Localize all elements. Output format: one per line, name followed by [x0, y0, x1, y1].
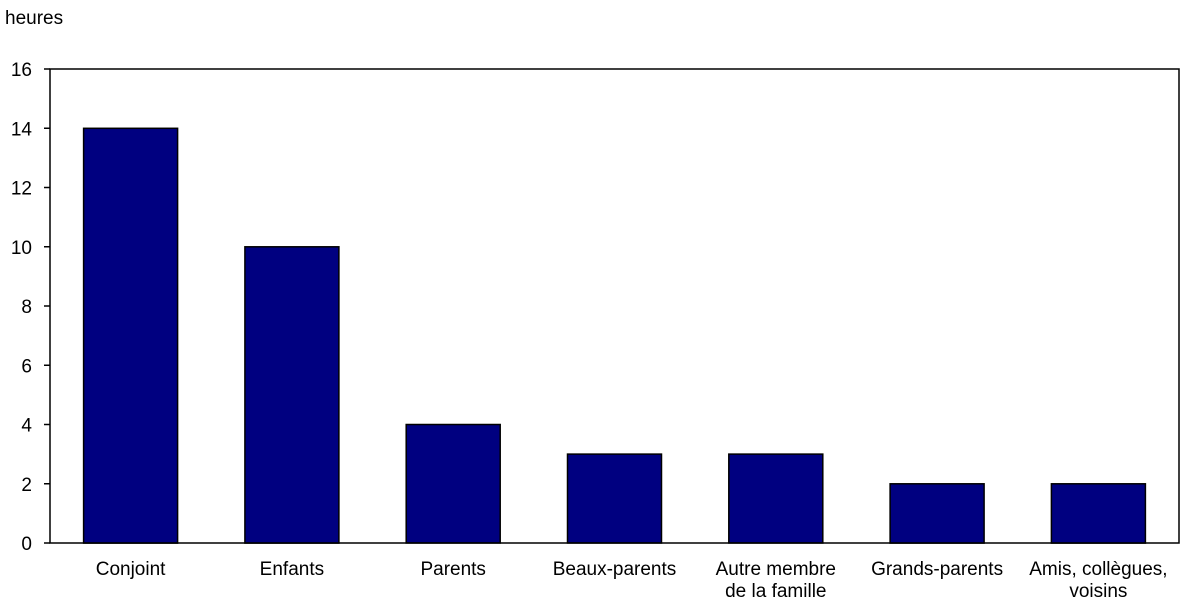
bar-6	[1050, 483, 1147, 544]
x-labels-group: Conjoint Enfants Parents Beaux-parents Autre…	[96, 559, 1168, 602]
x-tick-label-3: Beaux-parents	[553, 559, 677, 580]
x-tick-label-line: Parents	[420, 559, 485, 580]
x-tick-label-line: Enfants	[260, 559, 324, 580]
x-tick-label-line: Conjoint	[96, 559, 166, 580]
bar-0	[82, 127, 179, 544]
x-tick-label-6: Amis, collègues, voisins	[1029, 559, 1167, 602]
bar-5	[889, 483, 985, 544]
y-tick-label-0: 0	[21, 534, 32, 555]
y-tick-label-3: 6	[21, 356, 32, 377]
y-tick-label-1: 2	[21, 475, 32, 496]
x-tick-label-line: Grands-parents	[871, 559, 1003, 580]
y-axis-unit-label: heures	[5, 8, 63, 29]
x-tick-label-line: de la famille	[725, 581, 826, 602]
y-tick-label-7: 14	[11, 119, 33, 140]
y-tick-label-8: 16	[11, 60, 32, 81]
bars-group	[82, 127, 1147, 544]
x-tick-label-line: Autre membre	[716, 559, 836, 580]
bar-4	[728, 453, 824, 544]
y-tick-label-6: 12	[11, 179, 32, 200]
x-tick-label-line: Amis, collègues,	[1029, 559, 1167, 580]
y-ticks-group: 0 2 4 6 8 10 12 14 16	[11, 60, 50, 555]
y-tick-label-5: 10	[11, 238, 32, 259]
x-tick-label-line: Beaux-parents	[553, 559, 677, 580]
bar-1	[244, 246, 340, 544]
x-tick-label-0: Conjoint	[96, 559, 166, 580]
y-tick-label-4: 8	[21, 297, 32, 318]
x-tick-label-5: Grands-parents	[871, 559, 1003, 580]
x-tick-label-line: voisins	[1069, 581, 1127, 602]
x-tick-label-4: Autre membre de la famille	[716, 559, 836, 602]
x-tick-label-1: Enfants	[260, 559, 324, 580]
bar-3	[566, 453, 663, 544]
x-tick-label-2: Parents	[420, 559, 485, 580]
y-tick-label-2: 4	[21, 416, 32, 437]
bar-2	[405, 423, 501, 544]
